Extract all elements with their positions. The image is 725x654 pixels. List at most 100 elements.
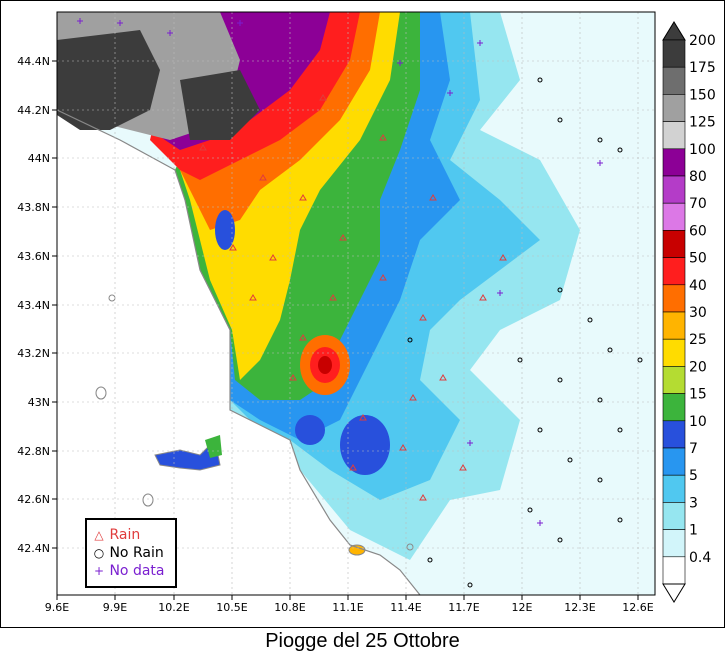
colorbar-swatch xyxy=(662,284,686,313)
rain-triangle-icon: △ xyxy=(94,528,104,542)
x-tick-label: 10.2E xyxy=(158,601,189,614)
stations-no-rain xyxy=(407,77,643,588)
colorbar-label: 3 xyxy=(689,495,698,511)
no-rain-circle-icon: ○ xyxy=(93,546,105,560)
colorbar-bottom-arrow xyxy=(662,583,686,603)
key-no-data: + No data xyxy=(93,562,165,580)
colorbar: 200 175 150 125 100 80 70 60 50 40 30 25 20 15 10 7 5 3 1 0… xyxy=(662,21,716,603)
x-ticks xyxy=(56,595,639,600)
blue-cell-2 xyxy=(295,415,325,445)
colorbar-label: 80 xyxy=(689,169,707,185)
colorbar-swatch xyxy=(662,257,686,286)
colorbar-label: 10 xyxy=(689,414,707,430)
colorbar-swatch xyxy=(662,202,686,231)
colorbar-swatch xyxy=(662,556,686,585)
colorbar-label: 5 xyxy=(689,468,698,484)
map-caption: Piogge del 25 Ottobre xyxy=(265,630,460,652)
colorbar-label: 40 xyxy=(689,278,707,294)
station-key: △ Rain ○ No Rain + No data xyxy=(85,518,177,588)
colorbar-swatch xyxy=(662,311,686,340)
plot-border xyxy=(56,11,656,596)
x-tick-label: 12E xyxy=(512,601,533,614)
y-tick-label: 42.8N xyxy=(17,445,50,458)
blue-cell-1 xyxy=(340,415,390,475)
x-tick-label: 10.5E xyxy=(216,601,247,614)
colorbar-label: 200 xyxy=(689,33,716,49)
colorbar-swatch xyxy=(662,66,686,95)
key-no-rain: ○ No Rain xyxy=(93,544,164,562)
rain-zone-darkgrey xyxy=(57,30,160,130)
colorbar-label: 0.4 xyxy=(689,550,711,566)
key-no-data-label: No data xyxy=(109,563,165,579)
colorbar-top-arrow xyxy=(662,21,686,41)
colorbar-swatch xyxy=(662,529,686,558)
colorbar-swatch xyxy=(662,121,686,150)
y-tick-label: 43.8N xyxy=(17,201,50,214)
no-data-plus-icon: + xyxy=(93,564,105,578)
x-tick-label: 11.1E xyxy=(332,601,363,614)
y-tick-label: 42.4N xyxy=(17,542,50,555)
island-giglio xyxy=(348,544,366,556)
y-ticks xyxy=(52,60,57,549)
storm-core-inner xyxy=(318,356,332,374)
colorbar-label: 150 xyxy=(689,87,716,103)
x-tick-label: 11.7E xyxy=(448,601,479,614)
y-tick-label: 42.6N xyxy=(17,493,50,506)
key-rain: △ Rain xyxy=(93,526,140,544)
island-montecristo xyxy=(142,493,154,507)
coastline xyxy=(56,109,421,596)
colorbar-swatch xyxy=(662,148,686,177)
y-tick-labels: 44.4N 44.2N 44N 43.8N 43.6N 43.4N 43.2N … xyxy=(17,55,50,555)
colorbar-label: 125 xyxy=(689,115,716,131)
colorbar-swatch xyxy=(662,338,686,367)
x-tick-label: 9.9E xyxy=(103,601,127,614)
gridlines xyxy=(57,12,655,595)
colorbar-label: 70 xyxy=(689,196,707,212)
colorbar-label: 30 xyxy=(689,305,707,321)
colorbar-swatch xyxy=(662,474,686,503)
x-tick-label: 12.6E xyxy=(622,601,653,614)
y-tick-label: 44.2N xyxy=(17,104,50,117)
colorbar-label: 15 xyxy=(689,387,707,403)
key-rain-label: Rain xyxy=(109,527,141,543)
x-tick-label: 12.3E xyxy=(564,601,595,614)
key-no-rain-label: No Rain xyxy=(109,545,164,561)
y-tick-label: 43.2N xyxy=(17,347,50,360)
colorbar-swatch xyxy=(662,366,686,394)
stations-rain xyxy=(199,94,507,501)
y-tick-label: 43N xyxy=(28,396,50,409)
colorbar-swatch xyxy=(662,39,686,68)
x-tick-label: 9.6E xyxy=(45,601,69,614)
y-tick-label: 44.4N xyxy=(17,55,50,68)
colorbar-label: 20 xyxy=(689,359,707,375)
island-pianosa xyxy=(95,386,107,400)
y-tick-label: 43.6N xyxy=(17,250,50,263)
caption-bar xyxy=(0,627,725,654)
colorbar-swatch xyxy=(662,94,686,122)
colorbar-label: 60 xyxy=(689,223,707,239)
y-tick-label: 43.4N xyxy=(17,299,50,312)
elba-island xyxy=(154,438,221,471)
island-giannutri xyxy=(406,543,414,551)
colorbar-swatch xyxy=(662,447,686,476)
colorbar-label: 7 xyxy=(689,441,698,457)
colorbar-label: 1 xyxy=(689,523,698,539)
stations-no-data xyxy=(77,18,603,526)
rain-zone-darkgrey-2 xyxy=(180,70,260,140)
colorbar-label: 25 xyxy=(689,332,707,348)
x-tick-label: 10.8E xyxy=(274,601,305,614)
x-tick-labels: 9.6E 9.9E 10.2E 10.5E 10.8E 11.1E 11.4E … xyxy=(45,601,654,614)
rainfall-map: 9.6E 9.9E 10.2E 10.5E 10.8E 11.1E 11.4E … xyxy=(17,11,716,614)
blue-cell-3 xyxy=(215,210,235,250)
x-tick-label: 11.4E xyxy=(390,601,421,614)
y-tick-label: 44N xyxy=(28,152,50,165)
colorbar-swatch xyxy=(662,393,686,422)
colorbar-label: 100 xyxy=(689,142,716,158)
colorbar-label: 50 xyxy=(689,251,707,267)
colorbar-swatch xyxy=(662,420,686,449)
colorbar-label: 175 xyxy=(689,60,716,76)
colorbar-swatch xyxy=(662,230,686,258)
colorbar-swatch xyxy=(662,502,686,530)
elba-east xyxy=(205,435,222,458)
colorbar-swatch xyxy=(662,175,686,204)
